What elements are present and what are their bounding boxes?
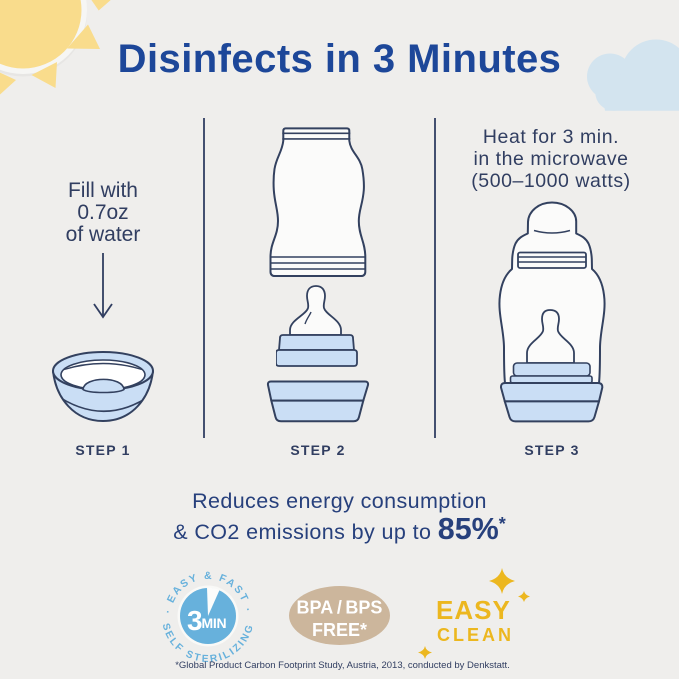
svg-text:BPA / BPS: BPA / BPS xyxy=(297,598,383,618)
svg-text:3: 3 xyxy=(187,605,203,636)
svg-text:MIN: MIN xyxy=(202,615,227,631)
svg-text:FREE*: FREE* xyxy=(312,620,367,640)
